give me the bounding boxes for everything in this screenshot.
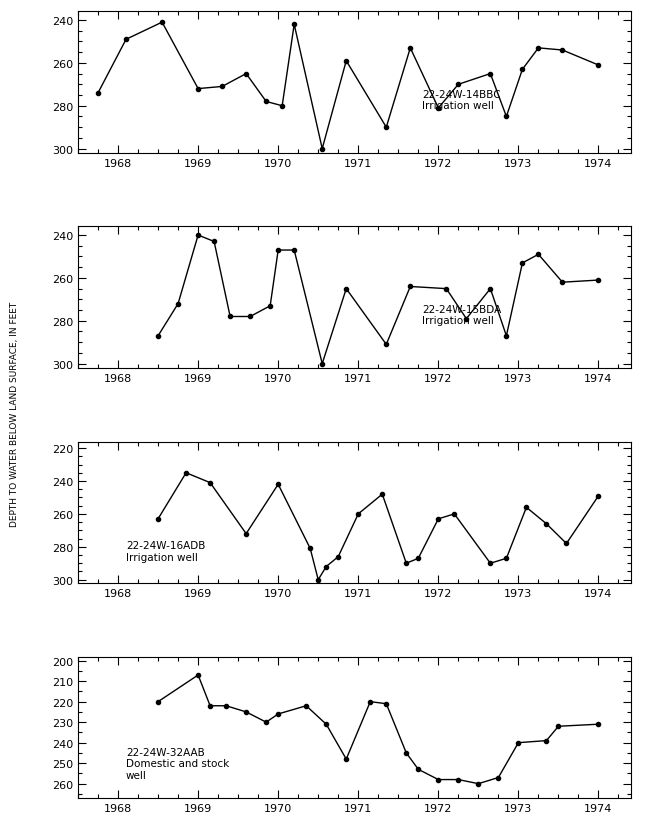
Text: DEPTH TO WATER BELOW LAND SURFACE, IN FEET: DEPTH TO WATER BELOW LAND SURFACE, IN FE… xyxy=(10,301,19,526)
Text: 22-24W-16ADB
Irrigation well: 22-24W-16ADB Irrigation well xyxy=(126,541,205,562)
Text: 22-24W-14BBC
Irrigation well: 22-24W-14BBC Irrigation well xyxy=(422,89,501,111)
Text: 22-24W-15BDA
Irrigation well: 22-24W-15BDA Irrigation well xyxy=(422,304,502,326)
Text: 22-24W-32AAB
Domestic and stock
well: 22-24W-32AAB Domestic and stock well xyxy=(126,747,229,780)
